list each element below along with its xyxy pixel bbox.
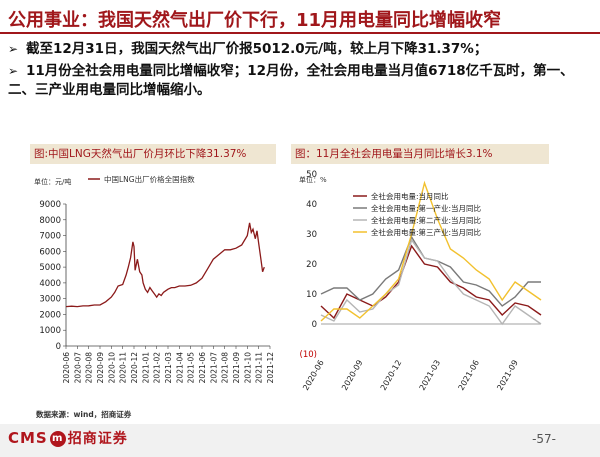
power-x-tick-label: 2020-12	[379, 359, 404, 392]
lng-x-tick-label: 2021-07	[209, 352, 218, 384]
logo-badge-icon: m	[49, 431, 66, 447]
lng-legend-label: 中国LNG出厂价格全国指数	[104, 174, 195, 184]
lng-chart-title: 图:中国LNG天然气出厂价月环比下降31.37%	[30, 144, 276, 164]
footer-bar	[0, 424, 600, 457]
lng-x-tick-label: 2021-08	[221, 352, 230, 384]
lng-x-tick-label: 2020-07	[73, 352, 82, 384]
power-y-tick-label: 30	[306, 230, 317, 240]
power-y-tick-label: 50	[306, 170, 317, 180]
power-consumption-chart-panel: 图：11月全社会用电量当月同比增长3.1% 单位：% 50 40 30 20 10 0 (1…	[291, 144, 549, 402]
power-y-tick-label: 20	[306, 260, 317, 270]
lng-x-tick-label: 2020-08	[85, 352, 94, 384]
lng-y-tick-label: 0	[56, 342, 61, 352]
power-series-line	[320, 238, 542, 326]
power-series-line	[320, 180, 542, 322]
lng-x-tick-label: 2021-11	[255, 352, 264, 384]
lng-x-tick-label: 2021-01	[141, 352, 150, 384]
bullet-2: ➢ 11月份全社会用电量同比增幅收窄；12月份，全社会用电量当月值6718亿千瓦时…	[8, 62, 593, 100]
power-y-tick-label: 10	[306, 290, 317, 300]
logo-cn-text: 招商证券	[67, 431, 128, 447]
cms-logo: CMS m 招商证券	[8, 428, 128, 448]
power-x-tick-label: 2021-03	[418, 359, 443, 392]
lng-y-tick-label: 2000	[39, 310, 61, 320]
lng-x-tick-label: 2020-06	[62, 352, 71, 384]
power-x-tick-label: 2021-09	[495, 359, 520, 392]
lng-y-tick-label: 9000	[39, 200, 61, 210]
bullet-2-text: 11月份全社会用电量同比增幅收窄；12月份，全社会用电量当月值6718亿千瓦时，…	[8, 63, 574, 98]
lng-x-tick-label: 2020-11	[119, 352, 128, 384]
lng-x-tick-label: 2020-09	[96, 352, 105, 384]
lng-x-tick-label: 2021-10	[243, 352, 252, 384]
lng-x-tick-label: 2021-09	[232, 352, 241, 384]
power-consumption-chart: 单位：% 50 40 30 20 10 0 (10)2020-06 2020-09 2020-1…	[299, 170, 542, 392]
logo-text: CMS	[8, 429, 48, 447]
lng-x-tick-label: 2021-02	[153, 352, 162, 384]
lng-y-tick-label: 1000	[39, 326, 61, 336]
power-legend-label: 全社会用电量:第二产业:当月同比	[371, 215, 482, 225]
lng-x-tick-label: 2020-10	[107, 352, 116, 384]
lng-y-tick-label: 8000	[39, 216, 61, 226]
lng-x-tick-label: 2021-06	[198, 352, 207, 384]
bullet-arrow-icon: ➢	[8, 42, 19, 56]
lng-x-tick-label: 2020-12	[130, 352, 139, 384]
lng-x-tick-label: 2021-12	[266, 352, 275, 384]
lng-y-tick-label: 4000	[39, 279, 61, 289]
power-series-line	[320, 235, 541, 307]
power-chart-title: 图：11月全社会用电量当月同比增长3.1%	[291, 144, 549, 164]
lng-price-chart-panel: 图:中国LNG天然气出厂价月环比下降31.37% 单位：元/吨 中国LNG出厂价…	[30, 144, 276, 402]
power-y-tick-label: (10)	[300, 350, 317, 360]
lng-x-tick-label: 2021-04	[175, 352, 184, 384]
power-series-line	[320, 244, 542, 320]
bullet-1-text: 截至12月31日，我国天然气出厂价报5012.0元/吨，较上月下降31.37%；	[26, 41, 488, 57]
lng-x-tick-label: 2021-03	[164, 352, 173, 384]
power-y-tick-label: 40	[306, 200, 317, 210]
power-x-tick-label: 2020-06	[301, 359, 326, 392]
bullet-arrow-icon: ➢	[8, 64, 19, 78]
lng-price-series-line	[65, 222, 265, 308]
power-legend-label: 全社会用电量:第三产业:当月同比	[371, 227, 482, 237]
lng-y-tick-label: 7000	[39, 232, 61, 242]
lng-x-tick-label: 2021-05	[187, 352, 196, 384]
data-source-note: 数据来源：wind，招商证券	[36, 410, 132, 419]
lng-y-tick-label: 5000	[39, 263, 61, 273]
lng-price-chart: 单位：元/吨 中国LNG出厂价格全国指数 0 1000 2000 3000 4000 50…	[34, 174, 275, 384]
power-y-tick-label: 0	[312, 320, 317, 330]
page-number: -57-	[532, 432, 556, 446]
lng-y-tick-label: 3000	[39, 295, 61, 305]
power-x-tick-label: 2021-06	[457, 359, 482, 392]
lng-y-tick-label: 6000	[39, 247, 61, 257]
lng-unit-label: 单位：元/吨	[34, 177, 71, 186]
power-x-tick-label: 2020-09	[340, 359, 365, 392]
power-legend-label: 全社会用电量:第一产业:当月同比	[371, 203, 482, 213]
slide-title: 公用事业：我国天然气出厂价下行，11月用电量同比增幅收窄	[8, 10, 502, 31]
power-unit-label: 单位：%	[299, 175, 327, 184]
power-legend-label: 全社会用电量:当月同比	[371, 191, 449, 201]
title-divider	[0, 32, 600, 34]
bullet-1: ➢ 截至12月31日，我国天然气出厂价报5012.0元/吨，较上月下降31.37%…	[8, 40, 593, 59]
